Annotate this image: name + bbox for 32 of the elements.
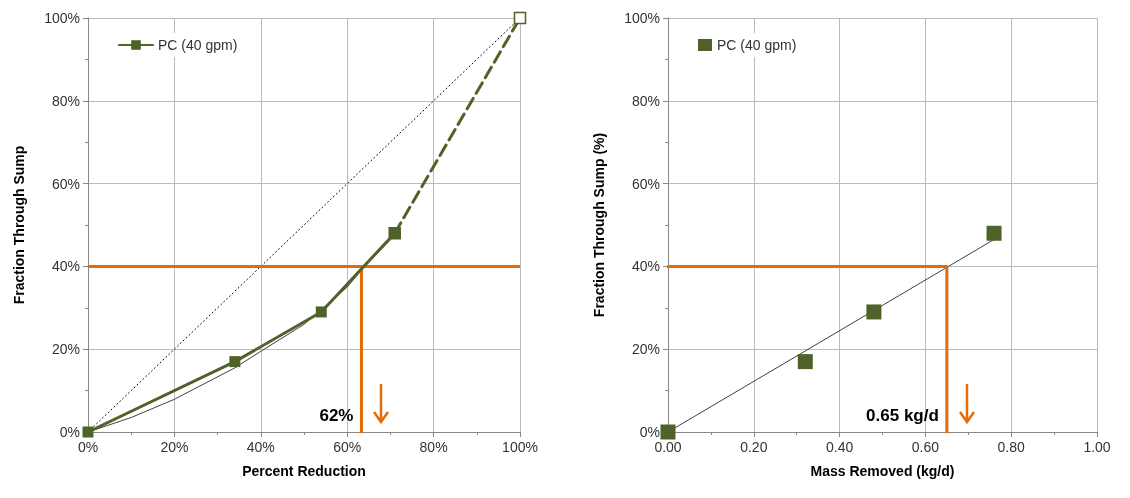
x-tick-label: 0.60 xyxy=(911,439,940,455)
y-tick-label: 40% xyxy=(631,258,660,275)
y-tick-label: 80% xyxy=(51,92,80,109)
legend-label: PC (40 gpm) xyxy=(717,37,797,53)
y-tick-label: 100% xyxy=(624,10,660,26)
y-tick-label: 0% xyxy=(59,424,80,440)
y-tick-label: 60% xyxy=(51,175,80,192)
y-tick-label: 100% xyxy=(44,10,80,26)
y-tick-label: 80% xyxy=(631,92,660,109)
y-axis-title: Fraction Through Sump xyxy=(11,145,27,305)
x-tick-label: 1.00 xyxy=(1083,439,1111,455)
x-tick-label: 80% xyxy=(419,439,448,455)
x-axis-title: Percent Reduction xyxy=(242,463,366,479)
y-tick-label: 40% xyxy=(51,258,80,275)
x-tick-label: 0% xyxy=(77,439,99,455)
x-axis-title: Mass Removed (kg/d) xyxy=(810,463,955,479)
x-tick-label: 40% xyxy=(246,439,275,455)
x-tick-label: 100% xyxy=(502,439,538,455)
x-tick-label: 0.40 xyxy=(825,439,854,455)
x-tick-label: 20% xyxy=(160,439,189,455)
x-tick-label: 0.20 xyxy=(740,439,768,455)
legend-label: PC (40 gpm) xyxy=(158,37,238,53)
x-tick-label: 0.80 xyxy=(997,439,1026,455)
x-tick-label: 0.00 xyxy=(654,439,682,455)
annotation: 0.65 kg/d xyxy=(866,406,939,425)
y-tick-label: 20% xyxy=(631,341,660,358)
y-tick-label: 60% xyxy=(631,175,660,192)
annotation: 62% xyxy=(319,406,354,425)
y-tick-label: 0% xyxy=(639,424,660,440)
y-axis-title: Fraction Through Sump (%) xyxy=(591,132,607,318)
x-tick-label: 60% xyxy=(333,439,362,455)
y-tick-label: 20% xyxy=(51,341,80,358)
